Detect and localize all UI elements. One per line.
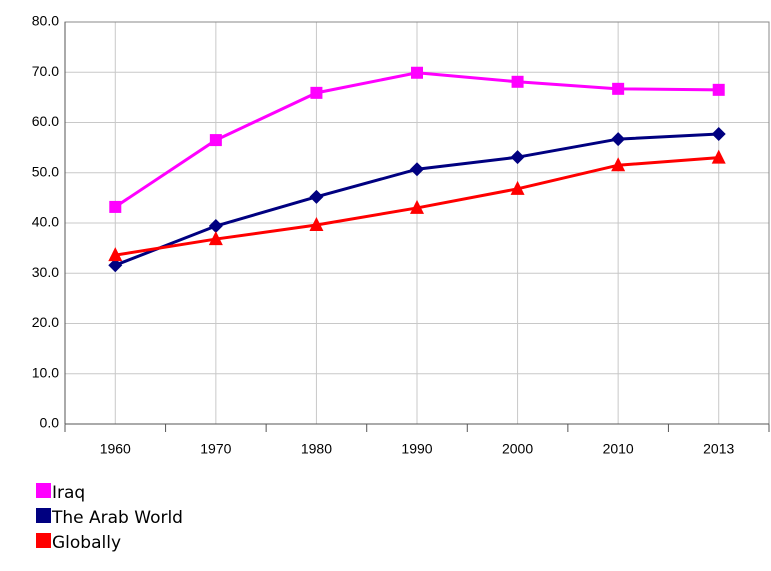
legend-label: Globally	[52, 533, 121, 553]
marker	[108, 247, 123, 262]
y-tick-label: 50.0	[32, 163, 59, 179]
marker	[611, 157, 626, 172]
marker	[611, 132, 626, 147]
y-tick-label: 80.0	[32, 13, 59, 29]
legend-swatch	[36, 508, 51, 523]
y-tick-label: 60.0	[32, 113, 59, 129]
legend-swatch	[36, 533, 51, 548]
x-tick-label: 1970	[200, 441, 231, 457]
x-tick-label: 2000	[502, 441, 533, 457]
marker	[511, 75, 524, 88]
legend-label: Iraq	[52, 483, 85, 503]
x-tick-label: 2013	[703, 441, 734, 457]
marker	[309, 217, 324, 232]
x-tick-label: 2010	[603, 441, 634, 457]
marker	[410, 162, 424, 177]
marker	[109, 200, 122, 213]
legend-swatch	[36, 483, 51, 498]
y-tick-label: 20.0	[32, 314, 59, 330]
marker	[711, 149, 726, 164]
marker	[108, 258, 123, 273]
y-tick-label: 40.0	[32, 214, 59, 230]
x-tick-label: 1990	[401, 441, 432, 457]
y-tick-label: 0.0	[40, 415, 60, 431]
legend-label: The Arab World	[51, 508, 183, 528]
marker	[411, 66, 423, 79]
marker	[208, 219, 223, 234]
marker	[612, 82, 625, 95]
marker	[712, 83, 725, 96]
marker	[510, 150, 525, 165]
marker	[410, 199, 424, 214]
marker	[309, 189, 324, 204]
y-tick-label: 70.0	[32, 63, 59, 79]
x-tick-label: 1980	[301, 441, 332, 457]
marker	[310, 86, 323, 99]
marker	[510, 180, 525, 195]
marker	[208, 231, 223, 246]
marker	[209, 134, 222, 147]
y-tick-label: 30.0	[32, 264, 59, 280]
x-tick-label: 1960	[100, 441, 131, 457]
y-tick-label: 10.0	[32, 364, 59, 380]
marker	[711, 127, 726, 142]
